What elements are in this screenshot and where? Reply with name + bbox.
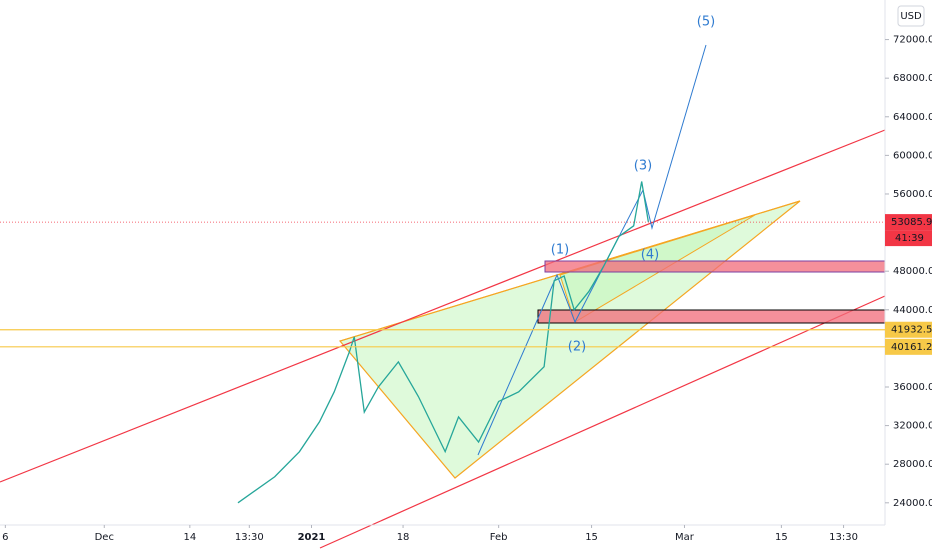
x-tick-label: Feb xyxy=(490,532,508,543)
y-tick-label: 36000.0 xyxy=(893,382,932,393)
channel-top xyxy=(0,129,886,483)
y-tick-label: 60000.0 xyxy=(893,150,932,161)
channel-bottom xyxy=(319,295,886,549)
x-tick-label: 18 xyxy=(397,532,410,543)
price-tag-label: 40161.2 xyxy=(891,342,932,353)
y-tick-label: 48000.0 xyxy=(893,266,932,277)
zone xyxy=(537,309,886,324)
y-tick-label: 56000.0 xyxy=(893,189,932,200)
wave-label: (5) xyxy=(697,15,715,30)
x-tick-label: 15 xyxy=(775,532,788,543)
wave-label: (2) xyxy=(568,340,586,355)
price-tag xyxy=(885,321,932,338)
y-tick-label: 24000.0 xyxy=(893,498,932,509)
x-tick-label: 15 xyxy=(585,532,598,543)
x-tick-label: 2021 xyxy=(298,532,326,543)
price-tag xyxy=(885,214,932,231)
currency: USD xyxy=(900,11,922,22)
x-tick-label: 6 xyxy=(2,532,8,543)
price-tag-label: 41932.5 xyxy=(891,325,932,336)
y-tick-label: 44000.0 xyxy=(893,305,932,316)
x-tick-label: 14 xyxy=(183,532,196,543)
x-tick-label: 13:30 xyxy=(235,532,264,543)
y-tick-label: 72000.0 xyxy=(893,35,932,46)
wave-label: (1) xyxy=(551,243,569,258)
y-tick-label: 64000.0 xyxy=(893,112,932,123)
wave-label: (4) xyxy=(641,248,659,263)
zone xyxy=(544,260,886,273)
countdown-tag xyxy=(885,230,932,247)
wave-label: (3) xyxy=(634,159,652,174)
drawings xyxy=(0,44,886,549)
countdown: 41:39 xyxy=(895,233,924,244)
y-tick-label: 32000.0 xyxy=(893,421,932,432)
x-tick-label: Dec xyxy=(95,532,114,543)
y-tick-label: 68000.0 xyxy=(893,73,932,84)
price-tag xyxy=(885,338,932,355)
x-tick-label: 13:30 xyxy=(829,532,858,543)
y-tick-label: 28000.0 xyxy=(893,459,932,470)
x-tick-label: Mar xyxy=(675,532,695,543)
currency-box[interactable] xyxy=(897,5,925,27)
price-tag-label: 53085.9 xyxy=(891,217,932,228)
price-line xyxy=(237,181,650,504)
